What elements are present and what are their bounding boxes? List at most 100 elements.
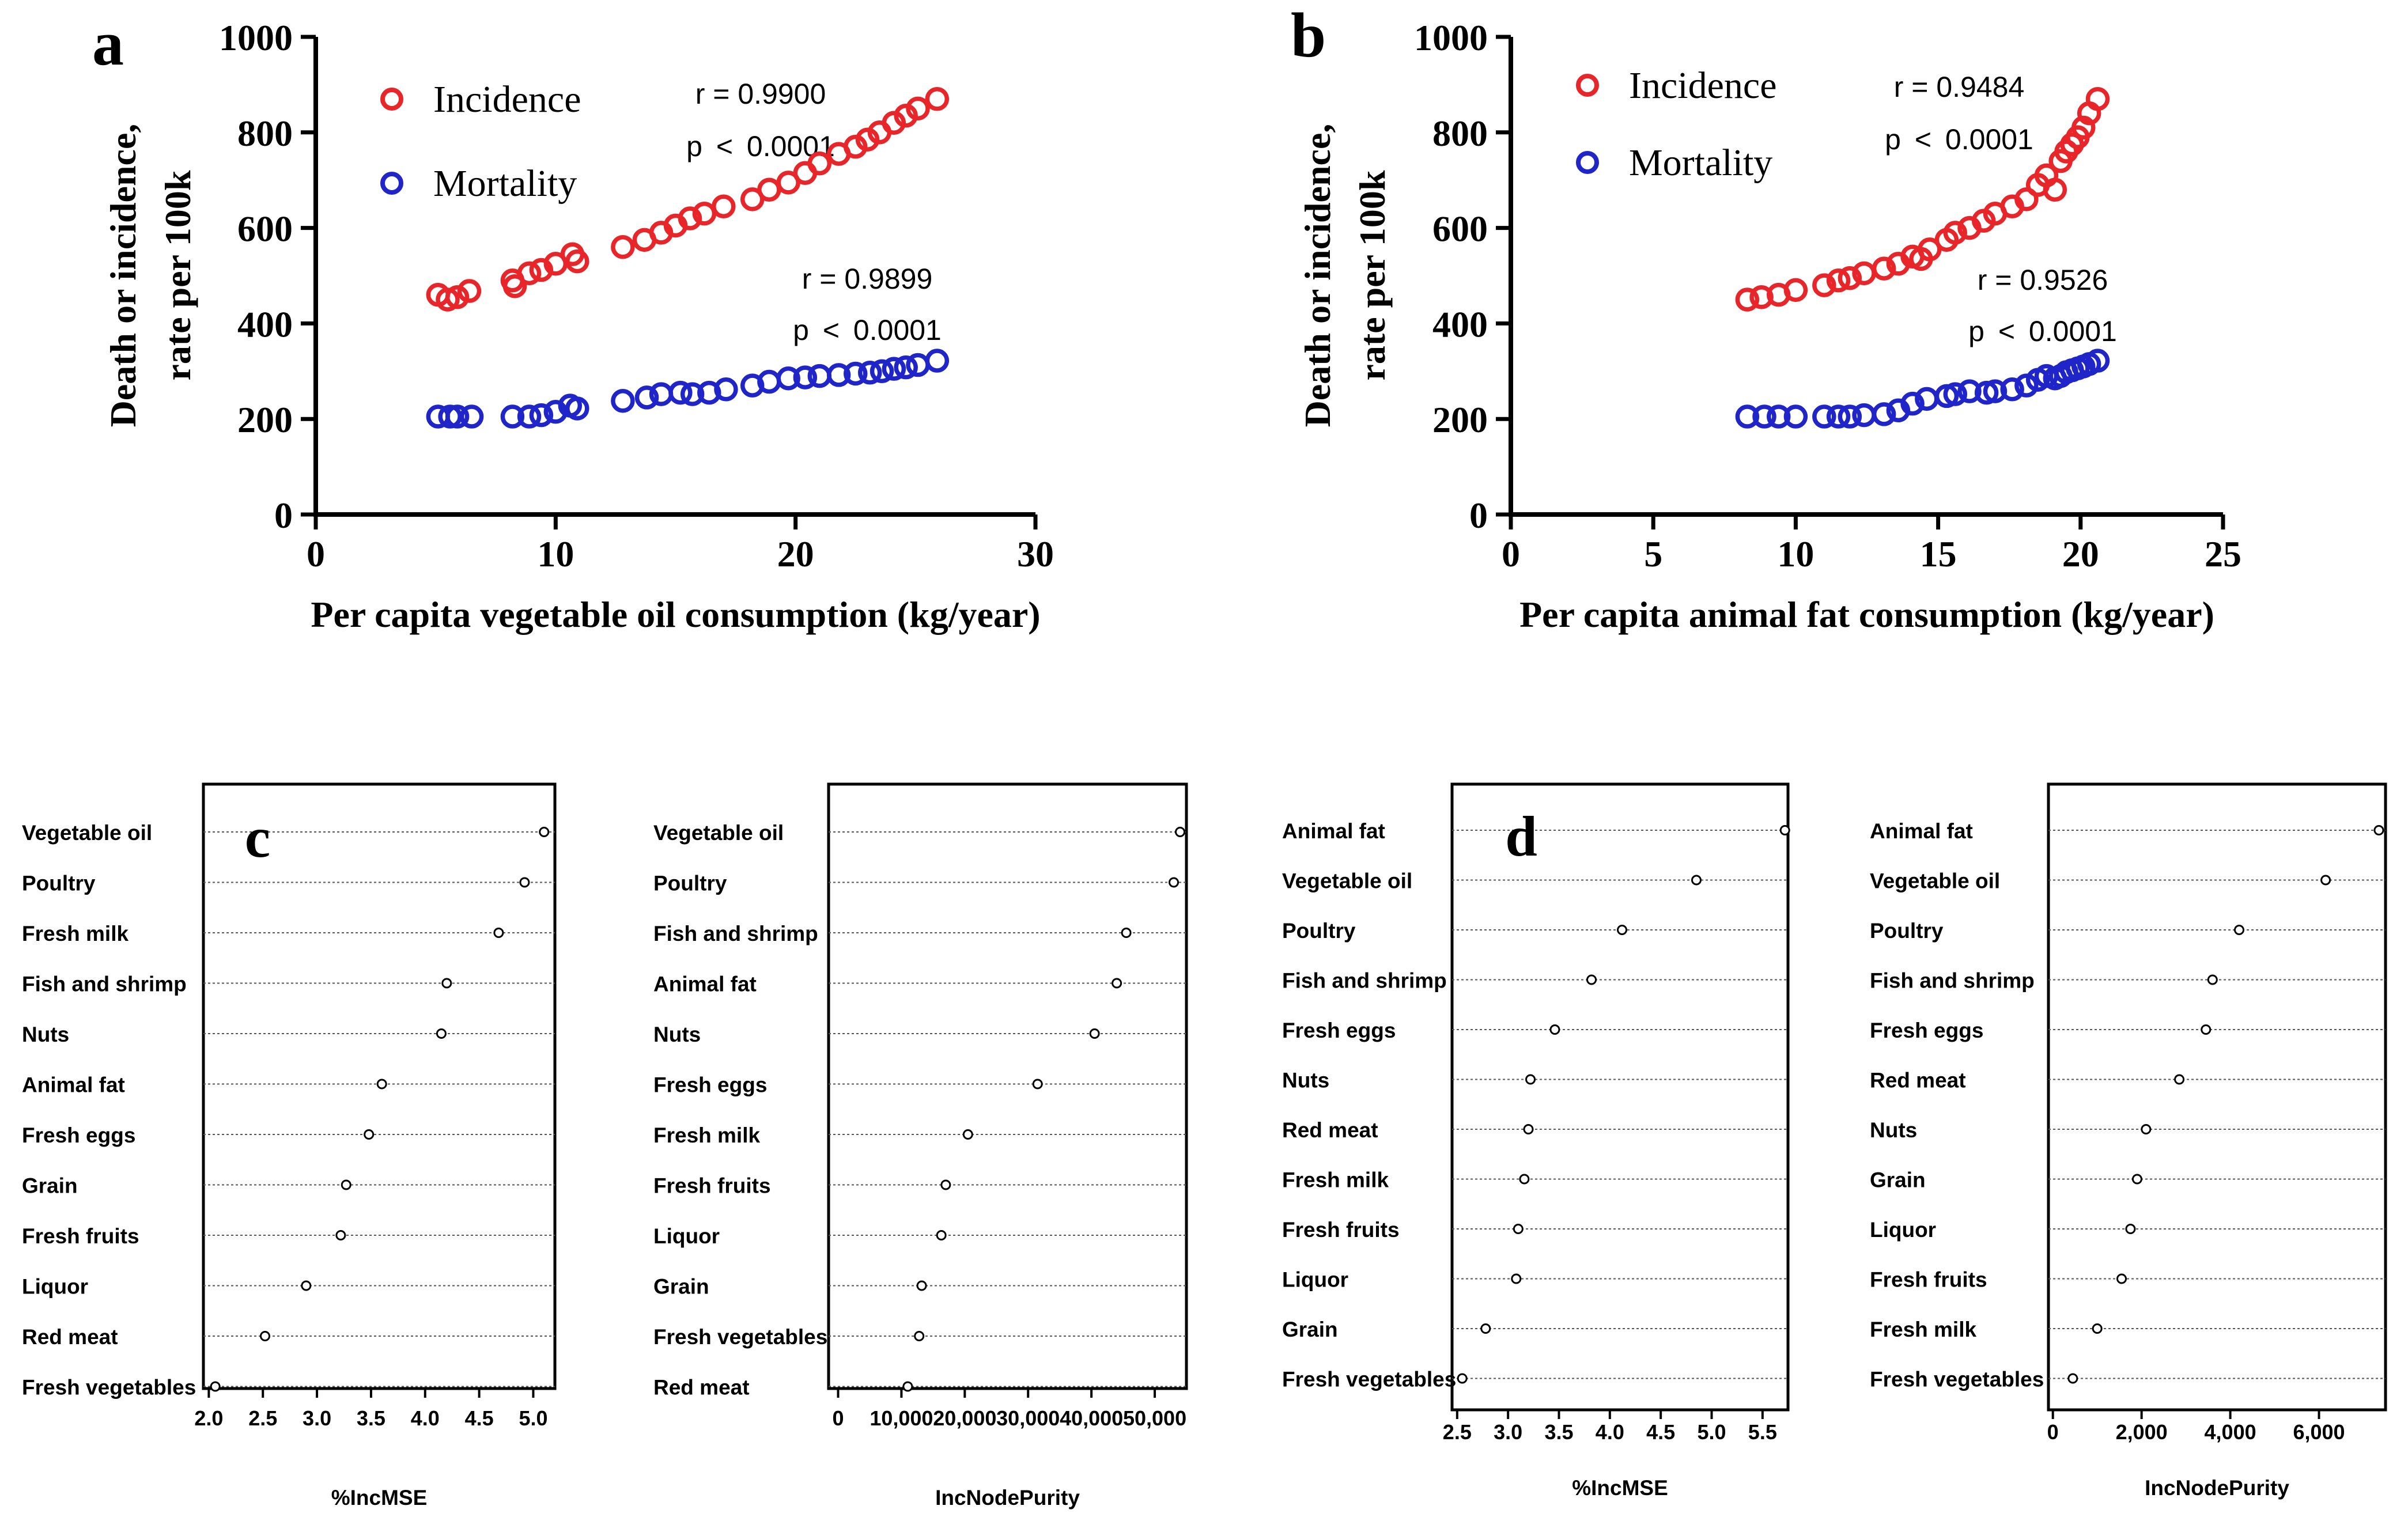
data-point (894, 355, 918, 380)
legend-label-incidence: Incidence (433, 78, 581, 120)
category-label: Fresh fruits (1870, 1268, 1987, 1292)
category-label: Fresh vegetables (653, 1325, 827, 1349)
data-point (1752, 404, 1776, 429)
r-annotation-mortality: r = 0.9526 (1978, 264, 2108, 296)
category-label: Red meat (653, 1376, 750, 1399)
x-tick-label: 0 (1502, 534, 1520, 574)
data-point (1943, 221, 1968, 245)
chart-c2: Vegetable oil Poultry Fish and shrimp Anima… (653, 782, 1188, 1510)
data-point (2071, 115, 2096, 140)
y-axis-label-line2: rate per 100k (157, 170, 198, 380)
plot-frame (202, 782, 557, 1390)
r-annotation-incidence: r = 0.9484 (1894, 71, 2025, 103)
series-mortality (1735, 349, 2110, 429)
x-tick-label: 5.5 (1748, 1420, 1777, 1444)
category-label: Fresh vegetables (1870, 1368, 2044, 1391)
y-tick-label: 0 (1469, 495, 1488, 536)
dot-marker (2131, 1174, 2142, 1185)
data-point (906, 96, 930, 121)
dot-marker (1112, 978, 1122, 989)
data-point (611, 388, 635, 413)
category-label: Fresh fruits (653, 1174, 771, 1198)
data-point (2043, 177, 2067, 202)
data-point (870, 359, 894, 384)
category-label: Fresh eggs (1282, 1019, 1396, 1042)
data-point (757, 177, 781, 202)
plot-frame (2047, 782, 2387, 1412)
data-point (2085, 349, 2110, 373)
data-point (445, 285, 470, 309)
x-tick-label: 3.0 (1494, 1420, 1522, 1444)
y-tick-label: 800 (237, 113, 293, 154)
dot-marker (1089, 1028, 1100, 1039)
category-label: Fresh milk (22, 922, 128, 945)
y-tick-label: 200 (1432, 399, 1488, 440)
data-point (678, 206, 702, 230)
dot-marker (1480, 1323, 1491, 1334)
x-tick-label: 3.5 (1544, 1420, 1573, 1444)
x-tick-label: 15 (1920, 534, 1957, 574)
data-point (2000, 377, 2024, 402)
data-point (807, 151, 832, 176)
x-tick-label: 50,000 (1123, 1406, 1186, 1430)
legend-label-mortality: Mortality (433, 162, 577, 205)
category-label: Poultry (22, 872, 96, 895)
dot-marker (2125, 1224, 2136, 1234)
x-tick-label: 20 (2062, 534, 2099, 574)
x-tick-label: 4,000 (2205, 1420, 2256, 1444)
data-point (1957, 379, 1982, 403)
y-axis-label-line2: rate per 100k (1352, 170, 1393, 380)
dot-marker (1691, 875, 1702, 886)
data-point (882, 357, 906, 381)
category-label: Grain (1870, 1168, 1926, 1192)
data-point (1852, 403, 1876, 428)
category-label: Poultry (653, 872, 727, 895)
x-tick-label: 20,000 (933, 1406, 996, 1430)
dot-marker (436, 1028, 447, 1039)
x-tick-label: 0 (307, 534, 325, 574)
p-annotation-mortality: p < 0.0001 (793, 314, 942, 346)
category-label: Fresh milk (1282, 1168, 1389, 1192)
category-label: Fish and shrimp (1870, 969, 2035, 993)
dot-marker (2141, 1124, 2152, 1134)
plot-frame (827, 782, 1188, 1390)
data-point (1918, 237, 1942, 262)
dot-marker (1617, 925, 1628, 935)
legend-marker (1576, 74, 1599, 97)
x-tick-label: 4.5 (1646, 1420, 1675, 1444)
category-label: Grain (22, 1174, 78, 1198)
category-label: Fish and shrimp (1282, 969, 1447, 993)
category-label: Red meat (1282, 1118, 1378, 1142)
plot-frame (1450, 782, 1790, 1412)
x-tick-label: 4.0 (411, 1406, 440, 1430)
category-label: Animal fat (1870, 819, 1973, 843)
data-point (925, 349, 950, 373)
data-point (1838, 404, 1862, 429)
data-point (1974, 380, 1999, 405)
category-label: Red meat (22, 1325, 118, 1349)
dot-marker (1586, 974, 1597, 985)
category-label: Animal fat (653, 973, 757, 996)
data-point (826, 363, 851, 387)
data-point (793, 365, 818, 389)
data-point (2014, 187, 2039, 211)
x-axis-label: Per capita animal fat consumption (kg/ye… (1519, 594, 2214, 635)
dot-marker (1121, 928, 1132, 938)
y-tick-label: 600 (1432, 209, 1488, 249)
x-tick-label: 10 (1777, 534, 1814, 574)
data-point (1983, 379, 2008, 403)
y-axis-label-line1: Death or incidence, (103, 124, 143, 428)
y-tick-label: 200 (237, 399, 293, 440)
p-annotation-mortality: p < 0.0001 (1968, 315, 2117, 347)
category-label: Fresh vegetables (22, 1376, 196, 1399)
x-tick-label: 2,000 (2116, 1420, 2168, 1444)
x-tick-label: 25 (2205, 534, 2241, 574)
dot-marker (493, 928, 504, 938)
y-axis-label-line1: Death or incidence, (1297, 124, 1338, 428)
x-tick-label: 4.0 (1596, 1420, 1624, 1444)
data-point (906, 353, 930, 377)
category-label: Vegetable oil (22, 821, 152, 845)
data-point (634, 385, 659, 410)
dot-marker (259, 1331, 270, 1341)
data-point (517, 404, 542, 429)
